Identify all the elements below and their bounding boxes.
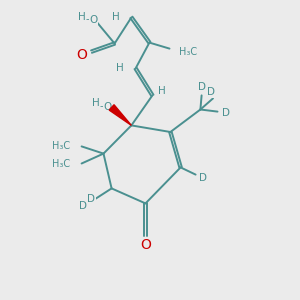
Text: H₃C: H₃C [178,46,196,57]
Text: O: O [104,102,112,112]
Text: D: D [207,87,214,98]
Text: H: H [112,11,119,22]
Text: H₃C: H₃C [52,141,70,152]
Text: -: - [100,100,103,111]
Text: H: H [116,63,124,74]
Text: D: D [200,172,207,183]
Text: D: D [80,201,87,212]
Text: O: O [140,238,151,252]
Text: H: H [92,98,99,109]
Text: -: - [86,14,89,24]
Text: D: D [198,82,206,92]
Text: O: O [76,48,87,62]
Text: O: O [89,15,98,26]
Text: H₃C: H₃C [52,159,70,170]
Polygon shape [109,105,131,125]
Text: H: H [158,86,165,97]
Text: H: H [78,11,86,22]
Text: D: D [88,194,95,204]
Text: D: D [222,107,230,118]
